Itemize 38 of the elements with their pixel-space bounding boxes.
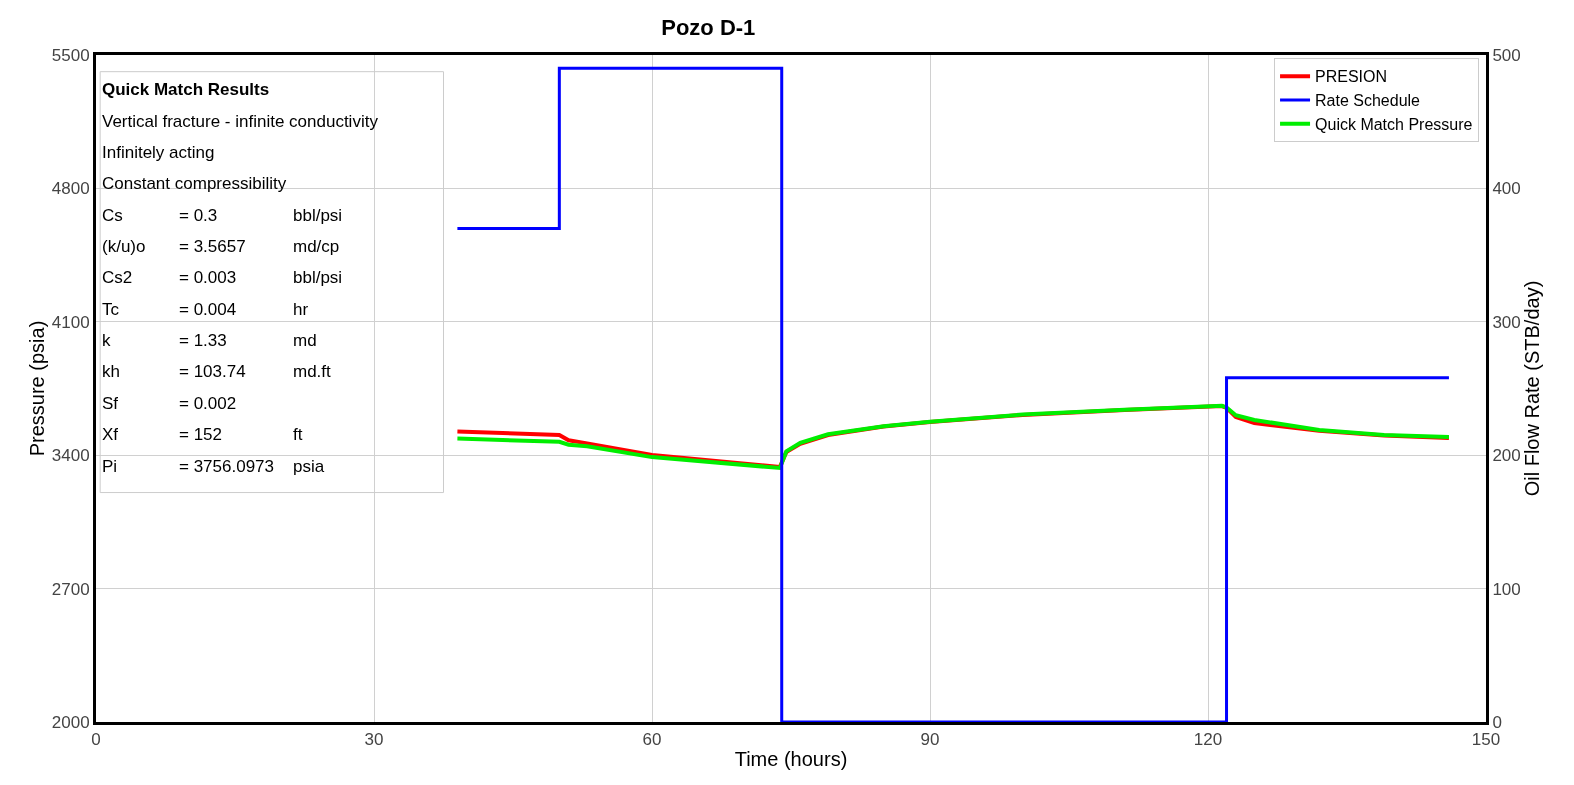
legend-label: PRESION (1315, 68, 1388, 86)
legend-label: Quick Match Pressure (1315, 116, 1473, 134)
text: Pi = 3756.0973 psia (102, 457, 325, 476)
y2-tick-label: 300 (1492, 312, 1521, 332)
y-tick-label: 2700 (51, 579, 90, 599)
y2-tick-label: 0 (1492, 712, 1502, 732)
y-tick-label: 2000 (51, 712, 90, 732)
x-tick-label: 90 (920, 730, 940, 750)
text: Cs = 0.3 bbl/psi (102, 206, 343, 225)
annotation: Constant compressibility (102, 174, 287, 193)
y-tick-label: 4800 (51, 179, 90, 199)
y-tick-label: 3400 (51, 446, 90, 466)
x-tick-label: 30 (364, 730, 384, 750)
y2-tick-label: 200 (1492, 446, 1521, 466)
annotation: Vertical fracture - infinite conductivity (102, 112, 379, 131)
chart-title: Pozo D-1 (661, 15, 756, 41)
text: Tc = 0.004 hr (102, 300, 309, 319)
text: Sf = 0.002 (102, 394, 237, 413)
x-tick-label: 120 (1193, 730, 1223, 750)
x-tick-label: 150 (1471, 730, 1501, 750)
y2-tick-label: 500 (1492, 45, 1521, 65)
text: kh = 103.74 md.ft (102, 362, 331, 381)
y2-tick-label: 400 (1492, 179, 1521, 199)
x-tick-label: 60 (642, 730, 662, 750)
legend-label: Rate Schedule (1315, 92, 1421, 110)
text: k = 1.33 md (102, 331, 317, 350)
annotation: Infinitely acting (102, 143, 215, 162)
x-tick-label: 0 (91, 730, 101, 750)
y2-tick-label: 100 (1492, 579, 1521, 599)
y-tick-label: 5500 (51, 45, 90, 65)
text: Xf = 152 ft (102, 425, 303, 444)
text: Cs2 = 0.003 bbl/psi (102, 268, 343, 287)
annotation: Quick Match Results (102, 80, 270, 99)
y-tick-label: 4100 (51, 312, 90, 332)
text: (k/u)o = 3.5657 md/cp (102, 237, 340, 256)
y2-axis-title: Oil Flow Rate (STB/day) (1520, 280, 1543, 497)
y-axis-title: Pressure (psia) (26, 320, 49, 457)
x-axis-title: Time (hours) (734, 747, 848, 770)
